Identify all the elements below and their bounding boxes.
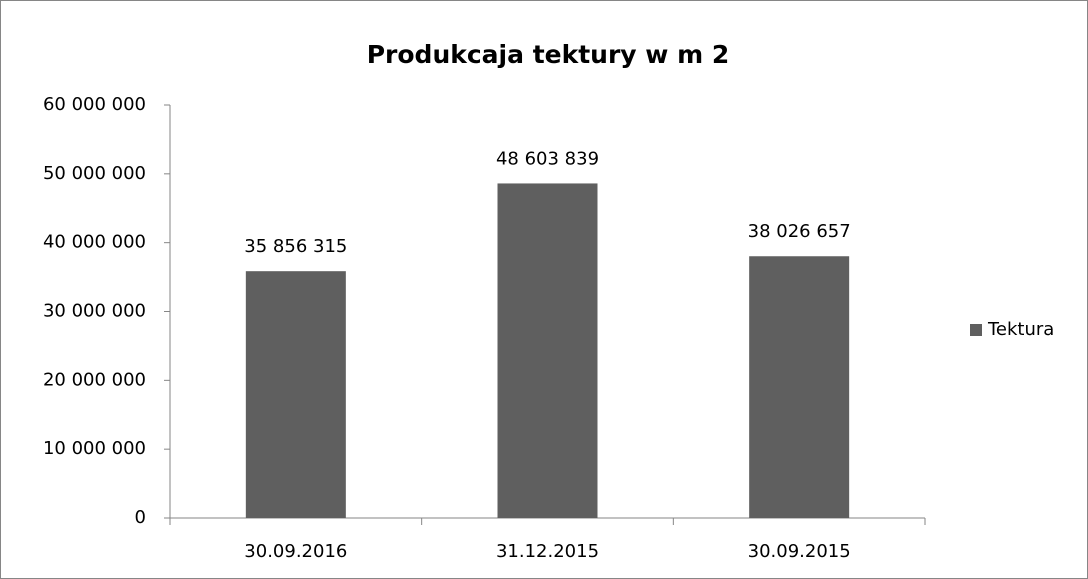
data-label: 38 026 657	[748, 221, 851, 242]
y-tick-label: 10 000 000	[43, 438, 146, 459]
legend-label: Tektura	[987, 319, 1054, 340]
chart-title: Produkcaja tektury w m 2	[367, 40, 730, 69]
bar	[245, 271, 346, 518]
y-tick-label: 30 000 000	[43, 301, 146, 322]
bar	[749, 256, 850, 518]
legend-swatch	[970, 324, 982, 336]
data-label: 35 856 315	[244, 236, 347, 257]
x-tick-label: 30.09.2016	[244, 541, 347, 562]
y-tick-label: 20 000 000	[43, 369, 146, 390]
y-tick-label: 40 000 000	[43, 232, 146, 253]
bar	[497, 183, 598, 518]
y-tick-label: 0	[135, 507, 146, 528]
data-label: 48 603 839	[496, 148, 599, 169]
y-tick-label: 60 000 000	[43, 94, 146, 115]
x-tick-label: 30.09.2015	[748, 541, 851, 562]
x-tick-label: 31.12.2015	[496, 541, 599, 562]
y-tick-label: 50 000 000	[43, 163, 146, 184]
